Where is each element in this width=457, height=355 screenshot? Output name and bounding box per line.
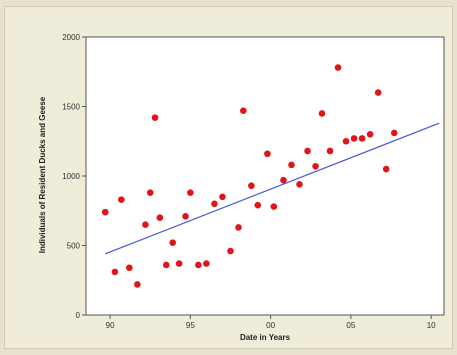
data-point (195, 261, 202, 269)
data-point (126, 264, 133, 272)
x-tick-label: 05 (346, 321, 355, 330)
plot-area (85, 36, 445, 316)
y-axis: 0 500 1000 1500 2000 (62, 33, 86, 320)
x-tick-label: 90 (106, 321, 115, 330)
data-point (334, 64, 342, 71)
data-points (101, 64, 398, 288)
data-point (342, 137, 350, 145)
y-axis-label: Individuals of Resident Ducks and Geese (38, 96, 47, 253)
x-axis: 90 95 00 05 10 (106, 315, 436, 330)
trend-line (105, 122, 440, 255)
data-point (382, 165, 390, 173)
data-point (318, 110, 326, 117)
data-point (187, 189, 194, 196)
data-point (134, 281, 141, 288)
data-point (270, 203, 278, 210)
data-point (312, 162, 319, 170)
data-point (326, 147, 334, 155)
data-point (240, 107, 247, 114)
data-point (227, 247, 234, 255)
data-point (358, 135, 366, 142)
data-point (175, 260, 183, 267)
data-point (296, 181, 303, 188)
y-tick-label: 1500 (62, 103, 80, 112)
y-tick-label: 2000 (62, 33, 80, 42)
scatter-chart: 0 500 1000 1500 2000 90 95 00 05 10 Date in Year… (38, 33, 445, 342)
data-point (203, 260, 210, 267)
data-point (288, 161, 295, 169)
data-point (169, 239, 176, 247)
data-point (118, 196, 125, 203)
data-point (264, 150, 271, 158)
data-point (211, 200, 218, 208)
x-axis-label: Date in Years (240, 333, 291, 342)
data-point (142, 221, 149, 228)
y-tick-label: 1000 (62, 172, 80, 181)
x-tick-label: 00 (266, 321, 275, 330)
data-point (219, 193, 226, 201)
data-point (101, 208, 109, 216)
x-tick-label: 95 (186, 321, 195, 330)
data-point (366, 131, 374, 138)
data-point (248, 182, 255, 190)
data-point (374, 89, 382, 96)
data-point (280, 176, 287, 184)
y-tick-label: 0 (76, 311, 81, 320)
chart-panel: 0 500 1000 1500 2000 90 95 00 05 10 Date in Year… (4, 6, 453, 349)
y-tick-label: 500 (67, 242, 81, 251)
x-tick-label: 10 (427, 321, 436, 330)
data-point (156, 214, 164, 221)
data-point (390, 129, 398, 137)
data-point (111, 268, 119, 276)
data-point (182, 213, 189, 220)
data-point (151, 114, 159, 121)
data-point (304, 147, 311, 155)
data-point (146, 189, 154, 196)
data-point (350, 135, 358, 142)
data-point (235, 224, 242, 231)
data-point (254, 201, 262, 209)
data-point (162, 261, 170, 269)
